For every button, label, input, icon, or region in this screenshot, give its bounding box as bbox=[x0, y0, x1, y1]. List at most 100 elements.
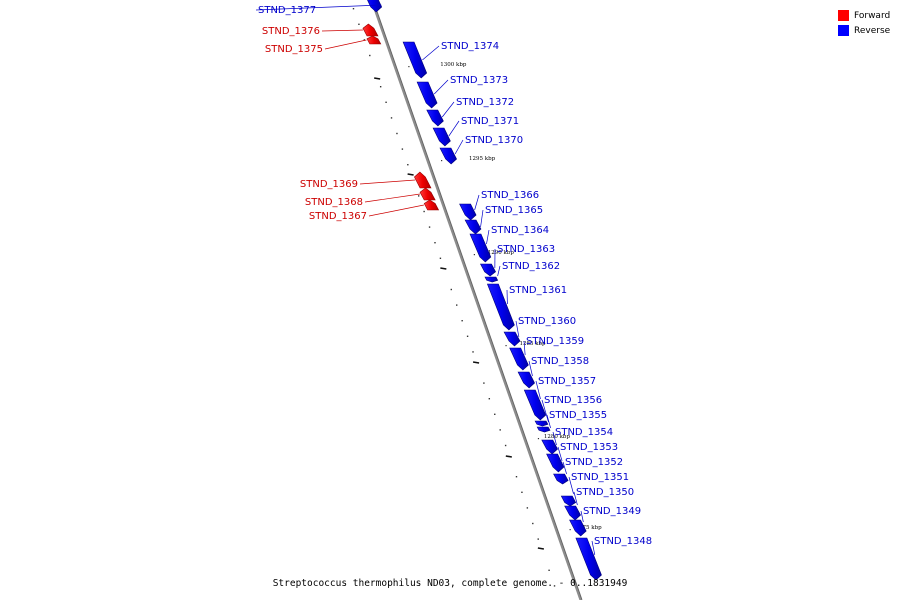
gene-leader-line bbox=[454, 139, 464, 155]
gene-label[interactable]: STND_1375 bbox=[265, 44, 323, 55]
major-tick bbox=[440, 267, 447, 270]
gene-stnd-1372[interactable] bbox=[426, 109, 444, 127]
legend-reverse-label: Reverse bbox=[854, 25, 891, 36]
gene-stnd-1348[interactable] bbox=[575, 537, 602, 581]
minor-tick bbox=[358, 23, 360, 25]
minor-tick bbox=[472, 351, 474, 353]
gene-label[interactable]: STND_1364 bbox=[491, 225, 549, 236]
gene-label[interactable]: STND_1374 bbox=[441, 41, 499, 52]
reverse-swatch bbox=[838, 25, 849, 36]
gene-stnd-1368[interactable] bbox=[419, 187, 436, 201]
minor-tick bbox=[434, 242, 436, 244]
scale-tick bbox=[505, 345, 507, 347]
gene-stnd-1361[interactable] bbox=[486, 283, 515, 331]
gene-stnd-1354[interactable] bbox=[541, 439, 558, 455]
minor-tick bbox=[553, 585, 556, 587]
gene-label[interactable]: STND_1358 bbox=[531, 356, 589, 367]
gene-stnd-1366[interactable] bbox=[459, 203, 477, 221]
minor-tick bbox=[390, 117, 393, 119]
gene-stnd-1359[interactable] bbox=[509, 347, 529, 371]
major-tick bbox=[472, 361, 480, 364]
gene-label[interactable]: STND_1373 bbox=[450, 75, 508, 86]
gene-label[interactable]: STND_1349 bbox=[583, 506, 641, 517]
gene-stnd-1377[interactable] bbox=[364, 0, 383, 13]
gene-label[interactable]: STND_1356 bbox=[544, 395, 602, 406]
gene-stnd-1362[interactable] bbox=[484, 276, 499, 283]
gene-label[interactable]: STND_1369 bbox=[300, 179, 358, 190]
scale-label: 1275 kbp bbox=[576, 525, 603, 531]
minor-tick bbox=[396, 132, 398, 135]
scale-tick bbox=[408, 66, 410, 68]
scale-tick bbox=[441, 160, 443, 162]
gene-label[interactable]: STND_1355 bbox=[549, 410, 607, 421]
gene-label[interactable]: STND_1372 bbox=[456, 97, 514, 108]
gene-label[interactable]: STND_1354 bbox=[555, 427, 613, 438]
forward-swatch bbox=[838, 10, 849, 21]
gene-leader-line bbox=[368, 204, 424, 217]
gene-leader-line bbox=[324, 39, 367, 50]
minor-tick bbox=[466, 335, 469, 337]
gene-stnd-1376[interactable] bbox=[362, 23, 379, 37]
minor-tick bbox=[417, 195, 420, 197]
gene-label[interactable]: STND_1365 bbox=[485, 205, 543, 216]
gene-stnd-1358[interactable] bbox=[517, 371, 535, 389]
scale-label: 1295 kbp bbox=[469, 156, 496, 162]
genome-caption: Streptococcus thermophilus ND03, complet… bbox=[272, 578, 628, 589]
minor-tick bbox=[439, 257, 442, 259]
minor-tick bbox=[483, 382, 485, 384]
gene-label[interactable]: STND_1370 bbox=[465, 135, 523, 146]
gene-label[interactable]: STND_1363 bbox=[497, 244, 555, 255]
major-tick bbox=[374, 77, 381, 80]
gene-stnd-1353[interactable] bbox=[546, 453, 565, 473]
gene-label[interactable]: STND_1368 bbox=[305, 197, 363, 208]
minor-tick bbox=[352, 8, 355, 10]
gene-label[interactable]: STND_1359 bbox=[526, 336, 584, 347]
gene-label[interactable]: STND_1351 bbox=[571, 472, 629, 483]
minor-tick bbox=[450, 288, 452, 291]
gene-label[interactable]: STND_1348 bbox=[594, 536, 652, 547]
gene-stnd-1355[interactable] bbox=[536, 426, 551, 433]
gene-stnd-1367[interactable] bbox=[423, 199, 440, 211]
gene-stnd-1363[interactable] bbox=[480, 263, 496, 277]
gene-stnd-1371[interactable] bbox=[432, 127, 451, 147]
gene-stnd-1349[interactable] bbox=[569, 519, 587, 537]
gene-leader-line bbox=[562, 461, 567, 475]
gene-leader-line bbox=[497, 265, 501, 277]
gene-label[interactable]: STND_1357 bbox=[538, 376, 596, 387]
gene-label[interactable]: STND_1361 bbox=[509, 285, 567, 296]
minor-tick bbox=[461, 320, 463, 322]
legend-forward-label: Forward bbox=[854, 10, 891, 21]
gene-leader-line bbox=[568, 476, 574, 495]
gene-stnd-1369[interactable] bbox=[414, 171, 432, 189]
genome-backbone bbox=[370, 0, 583, 600]
gene-stnd-1375[interactable] bbox=[366, 35, 382, 45]
gene-leader-line bbox=[359, 179, 416, 185]
gene-label[interactable]: STND_1376 bbox=[262, 26, 320, 37]
minor-tick bbox=[363, 39, 366, 41]
gene-label[interactable]: STND_1353 bbox=[560, 442, 618, 453]
gene-stnd-1374[interactable] bbox=[402, 41, 428, 79]
scale-tick bbox=[473, 254, 475, 256]
gene-label[interactable]: STND_1352 bbox=[565, 457, 623, 468]
gene-stnd-1370[interactable] bbox=[439, 147, 457, 165]
minor-tick bbox=[548, 569, 550, 571]
gene-label[interactable]: STND_1360 bbox=[518, 316, 576, 327]
gene-stnd-1351[interactable] bbox=[560, 495, 577, 507]
gene-stnd-1352[interactable] bbox=[553, 473, 569, 485]
gene-label[interactable]: STND_1366 bbox=[481, 190, 539, 201]
gene-leader-line bbox=[541, 399, 549, 423]
gene-stnd-1350[interactable] bbox=[564, 505, 581, 521]
gene-label[interactable]: STND_1367 bbox=[309, 211, 367, 222]
gene-label[interactable]: STND_1362 bbox=[502, 261, 560, 272]
gene-label[interactable]: STND_1371 bbox=[461, 116, 519, 127]
gene-leader-line bbox=[528, 360, 533, 377]
minor-tick bbox=[407, 164, 409, 166]
gene-label[interactable]: STND_1377 bbox=[258, 5, 316, 16]
gene-stnd-1365[interactable] bbox=[464, 219, 482, 235]
gene-stnd-1360[interactable] bbox=[503, 331, 521, 347]
gene-stnd-1364[interactable] bbox=[469, 233, 492, 263]
gene-label[interactable]: STND_1350 bbox=[576, 487, 634, 498]
gene-stnd-1356[interactable] bbox=[534, 420, 549, 427]
gene-stnd-1373[interactable] bbox=[416, 81, 438, 109]
gene-stnd-1357[interactable] bbox=[523, 389, 547, 421]
